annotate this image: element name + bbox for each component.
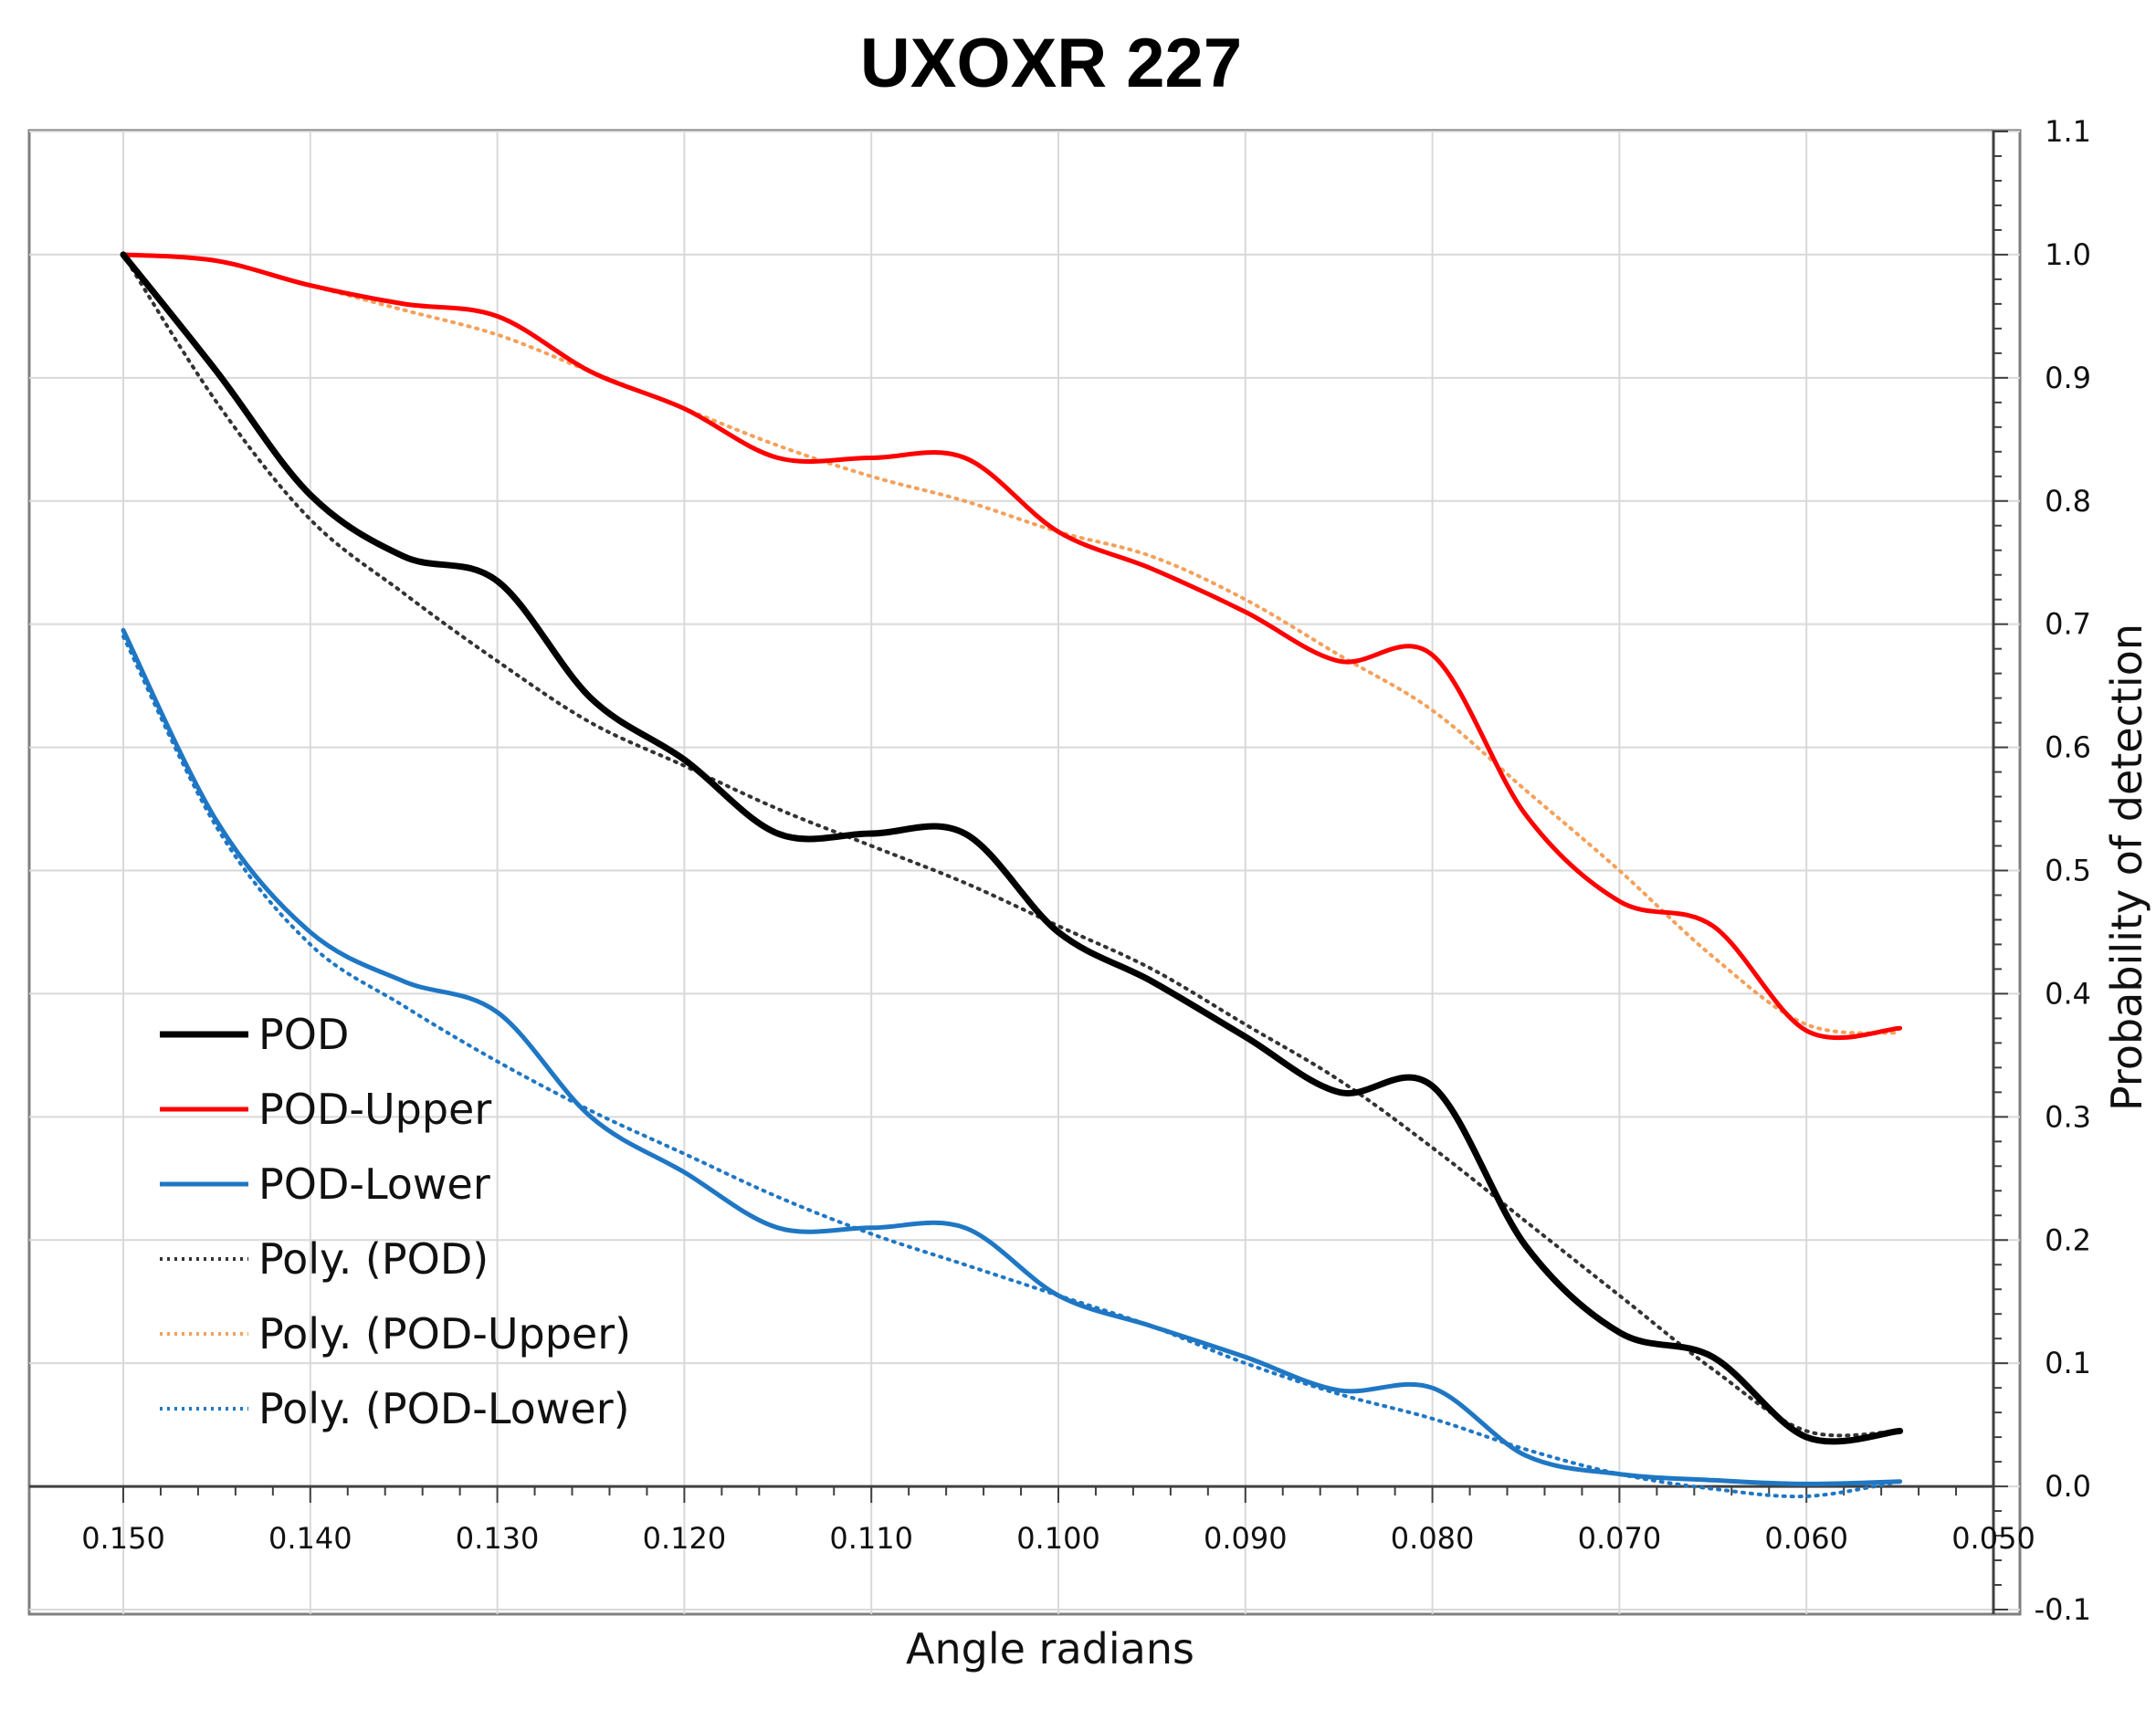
y-tick-label: 0.1 xyxy=(2045,1346,2091,1380)
legend-item-poly-pod-upper[interactable]: Poly. (POD-Upper) xyxy=(160,1309,631,1359)
x-tick-label: 0.120 xyxy=(643,1521,727,1556)
legend-item-poly-pod[interactable]: Poly. (POD) xyxy=(160,1234,489,1284)
y-tick-label: 0.9 xyxy=(2045,361,2091,395)
y-axis-label: Probability of detection xyxy=(2102,624,2151,1111)
x-tick-label: 0.050 xyxy=(1951,1521,2035,1556)
series-line-pod xyxy=(120,251,1904,1445)
series-lines xyxy=(120,251,1904,1499)
series-line-poly-pod-upper xyxy=(121,252,1902,1035)
x-tick-label: 0.070 xyxy=(1578,1521,1662,1556)
y-tick-label: 0.8 xyxy=(2045,484,2091,519)
x-tick-label: 0.140 xyxy=(268,1521,352,1556)
series-line-pod-lower xyxy=(121,627,1903,1486)
y-tick-label: -0.1 xyxy=(2035,1592,2091,1627)
x-tick-label: 0.110 xyxy=(829,1521,913,1556)
legend-label-poly-pod-lower: Poly. (POD-Lower) xyxy=(258,1384,630,1433)
x-tick-label: 0.060 xyxy=(1764,1521,1848,1556)
legend: POD POD-Upper POD-Lower Poly. (POD) Poly… xyxy=(160,1010,631,1433)
legend-item-pod-upper[interactable]: POD-Upper xyxy=(160,1085,491,1134)
y-tick-label: 1.0 xyxy=(2045,237,2091,272)
legend-label-poly-pod-upper: Poly. (POD-Upper) xyxy=(258,1309,631,1359)
legend-label-poly-pod: Poly. (POD) xyxy=(258,1234,489,1284)
x-tick-label: 0.090 xyxy=(1204,1521,1288,1556)
y-tick-label: 1.1 xyxy=(2045,114,2091,149)
tick-labels: 0.150 0.140 0.130 0.120 0.110 0.100 0.090 0.080… xyxy=(81,114,2091,1627)
x-tick-label: 0.100 xyxy=(1016,1521,1100,1556)
legend-label-pod: POD xyxy=(258,1010,349,1059)
legend-label-pod-lower: POD-Lower xyxy=(258,1159,490,1209)
legend-label-pod-upper: POD-Upper xyxy=(258,1085,491,1134)
axes xyxy=(29,131,2008,1614)
x-axis-label: Angle radians xyxy=(906,1624,1194,1673)
x-tick-label: 0.130 xyxy=(456,1521,540,1556)
y-tick-label: 0.2 xyxy=(2045,1222,2091,1257)
y-tick-label: 0.3 xyxy=(2045,1099,2091,1134)
series-line-poly-pod xyxy=(121,252,1902,1438)
series-line-pod-upper xyxy=(121,252,1903,1041)
series-line-poly-pod-lower xyxy=(121,635,1902,1499)
legend-item-pod[interactable]: POD xyxy=(160,1010,349,1059)
legend-item-pod-lower[interactable]: POD-Lower xyxy=(160,1159,490,1209)
x-tick-label: 0.080 xyxy=(1391,1521,1475,1556)
y-tick-label: 0.0 xyxy=(2045,1469,2091,1504)
x-tick-label: 0.150 xyxy=(81,1521,165,1556)
y-tick-label: 0.5 xyxy=(2045,854,2091,888)
y-tick-label: 0.7 xyxy=(2045,607,2091,642)
chart-title: UXOXR 227 xyxy=(860,25,1242,102)
y-tick-label: 0.4 xyxy=(2045,976,2091,1011)
y-tick-label: 0.6 xyxy=(2045,730,2091,765)
legend-item-poly-pod-lower[interactable]: Poly. (POD-Lower) xyxy=(160,1384,630,1433)
